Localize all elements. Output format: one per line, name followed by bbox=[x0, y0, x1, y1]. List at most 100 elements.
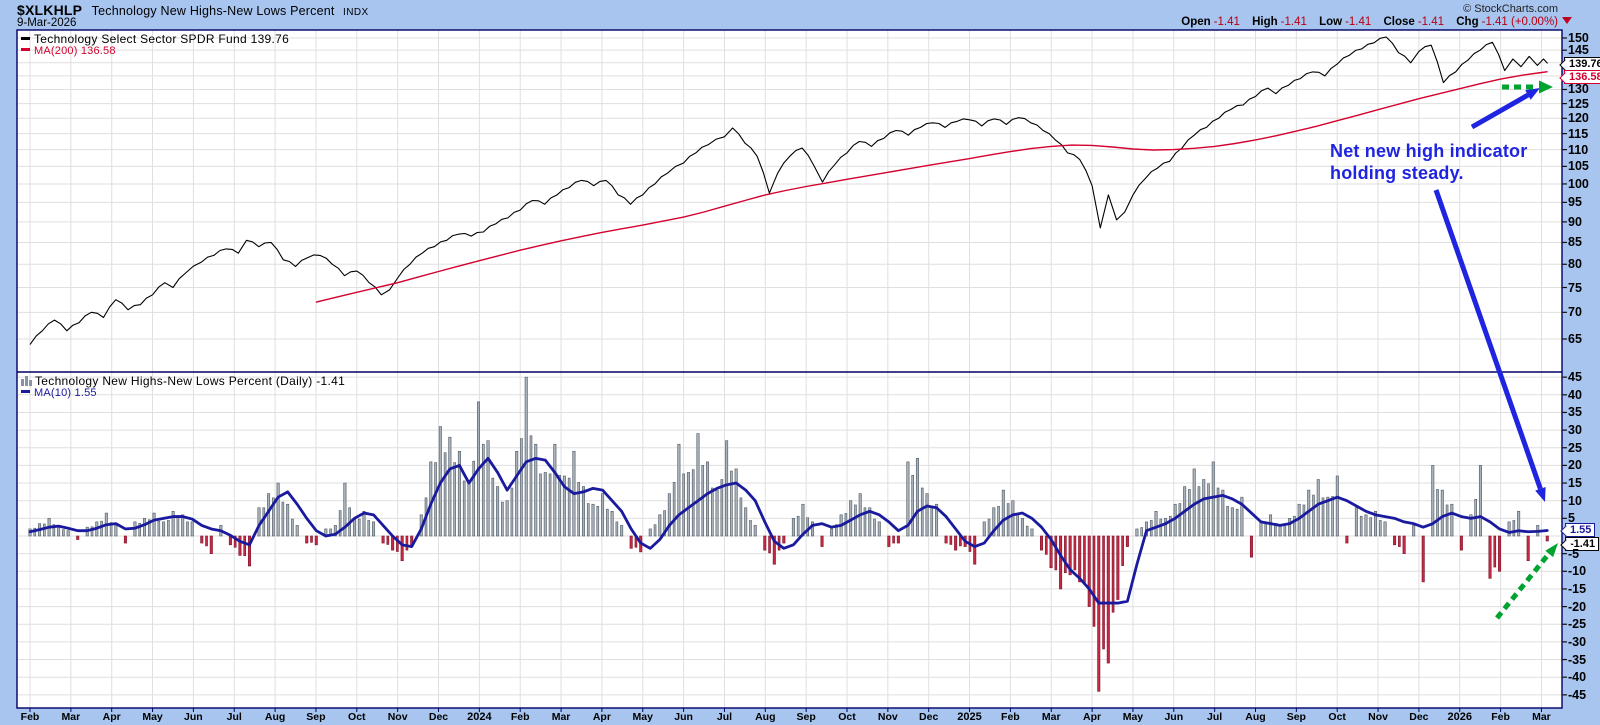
ma10-line-swatch-icon bbox=[21, 390, 30, 393]
chart-date: 9-Mar-2026 bbox=[17, 17, 77, 29]
xtick-Mar-1: Mar bbox=[61, 711, 81, 723]
xtick-Sep-19: Sep bbox=[796, 711, 816, 723]
xtick-Jul-5: Jul bbox=[226, 711, 242, 723]
annotation-text: Net new high indicator holding steady. bbox=[1330, 140, 1527, 184]
xtick-Oct-20: Oct bbox=[838, 711, 856, 723]
xtick-Sep-31: Sep bbox=[1286, 711, 1306, 723]
xtick-Jun-28: Jun bbox=[1164, 711, 1184, 723]
low-label: Low bbox=[1319, 16, 1343, 28]
xtick-Jun-16: Jun bbox=[674, 711, 693, 723]
xtick-2024-11: 2024 bbox=[467, 711, 492, 723]
breadth-ytick-30: 30 bbox=[1568, 423, 1582, 438]
exchange-label: INDX bbox=[343, 7, 369, 18]
open-label: Open bbox=[1181, 16, 1211, 28]
price-legend-text: Technology Select Sector SPDR Fund 139.7… bbox=[34, 32, 290, 46]
breadth-ytick--10: -10 bbox=[1568, 564, 1587, 579]
xtick-Dec-34: Dec bbox=[1409, 711, 1429, 723]
xtick-Sep-7: Sep bbox=[306, 711, 326, 723]
price-ytick-145: 145 bbox=[1568, 43, 1589, 58]
high-value: -1.41 bbox=[1280, 16, 1307, 28]
breadth-ytick-45: 45 bbox=[1568, 370, 1582, 385]
low-value: -1.41 bbox=[1345, 16, 1372, 28]
last-breadth-box: -1.41 bbox=[1560, 537, 1600, 551]
price-ytick-65: 65 bbox=[1568, 332, 1582, 347]
breadth-ytick--25: -25 bbox=[1568, 617, 1587, 632]
xtick-Feb-0: Feb bbox=[20, 711, 40, 723]
xtick-Aug-18: Aug bbox=[755, 711, 776, 723]
xtick-Nov-9: Nov bbox=[387, 711, 408, 723]
xtick-Nov-33: Nov bbox=[1368, 711, 1388, 723]
xtick-Apr-26: Apr bbox=[1083, 711, 1102, 723]
breadth-legend-text: Technology New Highs-New Lows Percent (D… bbox=[35, 374, 346, 388]
breadth-ytick-35: 35 bbox=[1568, 405, 1582, 420]
breadth-ytick--5: -5 bbox=[1568, 546, 1580, 561]
price-ytick-150: 150 bbox=[1568, 30, 1589, 45]
price-ytick-90: 90 bbox=[1568, 214, 1582, 229]
open-value: -1.41 bbox=[1213, 16, 1240, 28]
change-down-icon[interactable] bbox=[1562, 17, 1572, 24]
last-price-value: 139.76 bbox=[1569, 58, 1600, 70]
breadth-legend: Technology New Highs-New Lows Percent (D… bbox=[21, 374, 345, 388]
chg-value: -1.41 (+0.00%) bbox=[1481, 16, 1558, 28]
chart-title: Technology New Highs-New Lows Percent bbox=[91, 4, 335, 18]
xtick-Aug-6: Aug bbox=[264, 711, 286, 723]
breadth-ytick--40: -40 bbox=[1568, 670, 1587, 685]
xtick-Dec-10: Dec bbox=[428, 711, 449, 723]
annotation-line1: Net new high indicator bbox=[1330, 141, 1528, 161]
xtick-Apr-14: Apr bbox=[592, 711, 611, 723]
xtick-Feb-24: Feb bbox=[1001, 711, 1020, 723]
quote-row: Open -1.41 High -1.41 Low -1.41 Close -1.41 … bbox=[1172, 16, 1572, 28]
ma200-value: 136.58 bbox=[1569, 71, 1600, 83]
ma200-line-swatch-icon bbox=[21, 48, 30, 51]
price-line-swatch-icon bbox=[21, 37, 30, 40]
symbol-label: $XLKHLP bbox=[17, 2, 83, 18]
price-ytick-70: 70 bbox=[1568, 305, 1582, 320]
ma200-legend-text: MA(200) 136.58 bbox=[34, 45, 116, 57]
xtick-Aug-30: Aug bbox=[1245, 711, 1266, 723]
price-ytick-100: 100 bbox=[1568, 176, 1589, 191]
price-legend: Technology Select Sector SPDR Fund 139.7… bbox=[21, 32, 289, 46]
breadth-ytick--45: -45 bbox=[1568, 687, 1587, 702]
high-label: High bbox=[1252, 16, 1278, 28]
last-price-box: 139.76 bbox=[1559, 57, 1600, 71]
ma10-legend-text: MA(10) 1.55 bbox=[34, 387, 97, 399]
breadth-ytick-10: 10 bbox=[1568, 493, 1582, 508]
breadth-ytick-20: 20 bbox=[1568, 458, 1582, 473]
ma200-value-box: 136.58 bbox=[1559, 70, 1600, 84]
price-ytick-120: 120 bbox=[1568, 111, 1589, 126]
xtick-Apr-2: Apr bbox=[102, 711, 121, 723]
xtick-May-3: May bbox=[142, 711, 163, 723]
breadth-ytick-40: 40 bbox=[1568, 387, 1582, 402]
annotation-line2: holding steady. bbox=[1330, 163, 1464, 183]
price-ytick-110: 110 bbox=[1568, 142, 1589, 157]
header: $XLKHLP Technology New Highs-New Lows Pe… bbox=[17, 2, 369, 20]
price-ytick-115: 115 bbox=[1568, 126, 1589, 141]
last-breadth-value: -1.41 bbox=[1570, 538, 1596, 550]
breadth-ytick--35: -35 bbox=[1568, 652, 1587, 667]
xtick-Feb-36: Feb bbox=[1491, 711, 1510, 723]
ma10-legend: MA(10) 1.55 bbox=[21, 387, 97, 399]
xtick-Mar-13: Mar bbox=[551, 711, 571, 723]
price-ytick-130: 130 bbox=[1568, 82, 1589, 97]
xtick-Jun-4: Jun bbox=[184, 711, 203, 723]
close-label: Close bbox=[1383, 16, 1415, 28]
price-ytick-95: 95 bbox=[1568, 195, 1582, 210]
breadth-ytick--30: -30 bbox=[1568, 634, 1587, 649]
xtick-Jul-29: Jul bbox=[1207, 711, 1223, 723]
xtick-Nov-21: Nov bbox=[877, 711, 898, 723]
ma10-value: 1.55 bbox=[1570, 524, 1592, 536]
xtick-2025-23: 2025 bbox=[957, 711, 982, 723]
xtick-Jul-17: Jul bbox=[716, 711, 733, 723]
histogram-legend-icon bbox=[21, 376, 32, 386]
breadth-ytick--15: -15 bbox=[1568, 581, 1587, 596]
price-ytick-75: 75 bbox=[1568, 280, 1582, 295]
price-ytick-105: 105 bbox=[1568, 159, 1589, 174]
price-ytick-125: 125 bbox=[1568, 96, 1589, 111]
xtick-2026-35: 2026 bbox=[1447, 711, 1472, 723]
xtick-May-15: May bbox=[632, 711, 653, 723]
ma200-legend: MA(200) 136.58 bbox=[21, 45, 116, 57]
copyright: © StockCharts.com bbox=[1463, 3, 1558, 15]
breadth-ytick-25: 25 bbox=[1568, 440, 1582, 455]
